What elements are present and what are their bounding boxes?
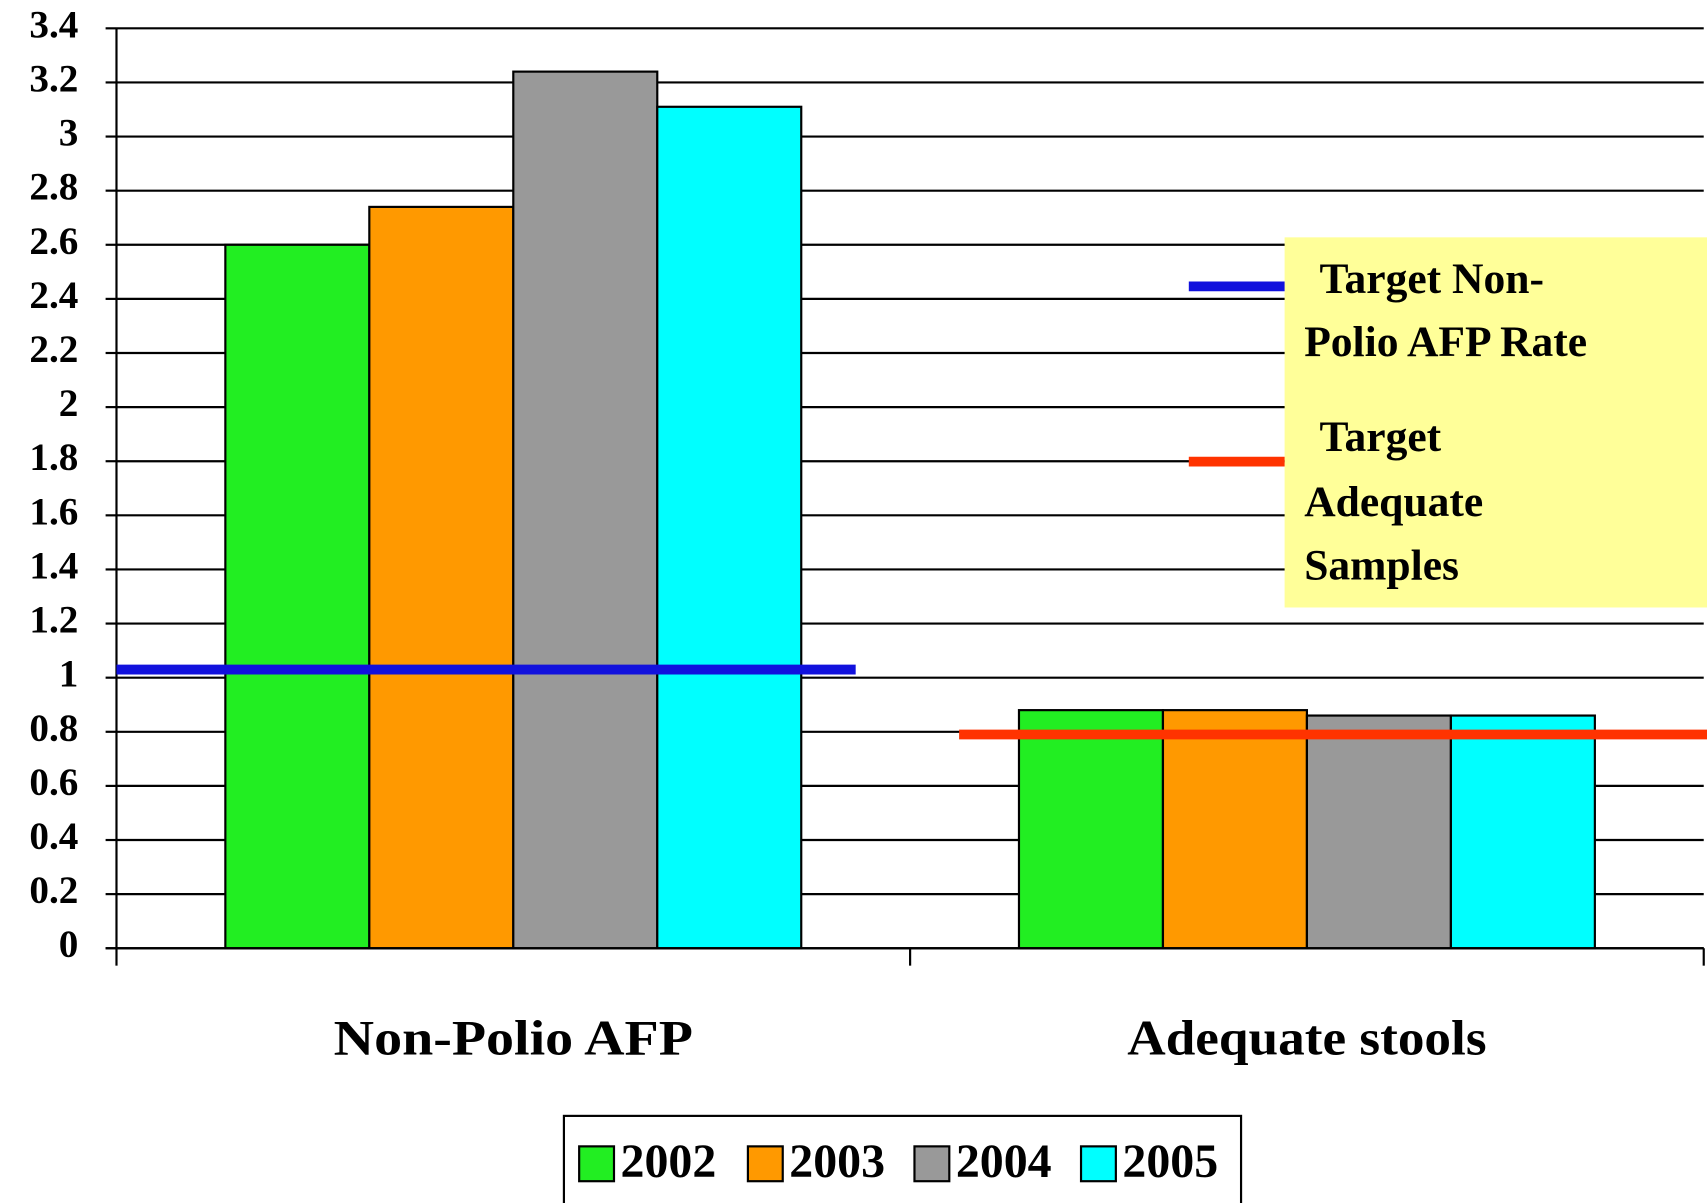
y-tick-label: 2.4: [29, 274, 78, 317]
bar: [656, 105, 803, 950]
annotation-box: [1284, 237, 1707, 608]
legend-swatch: [1079, 1145, 1117, 1183]
y-tick-label: 1.6: [29, 490, 78, 533]
legend-box: [562, 1114, 1243, 1203]
bar: [368, 205, 515, 950]
annotation-text: Adequate: [1304, 478, 1483, 526]
y-tick-label: 1.4: [29, 544, 78, 587]
y-tick-label: 2.6: [29, 220, 78, 263]
bar: [1449, 714, 1596, 950]
bar: [1017, 709, 1165, 950]
y-tick-label: 0.8: [29, 707, 78, 750]
y-tick-label: 0.4: [29, 815, 78, 858]
y-tick-label: 0.6: [29, 761, 78, 804]
bar: [1305, 714, 1452, 950]
legend-label: 2003: [789, 1135, 885, 1188]
bar: [512, 70, 659, 950]
bar: [1161, 709, 1309, 950]
y-tick-label: 3.2: [29, 57, 78, 100]
annotation-text: Polio AFP Rate: [1304, 318, 1587, 366]
y-tick-label: 0.2: [29, 869, 78, 912]
bar: [224, 243, 371, 950]
legend-swatch: [746, 1145, 784, 1183]
y-tick-label: 1: [59, 653, 79, 696]
y-tick-label: 2.8: [29, 166, 78, 209]
y-tick-label: 0: [59, 923, 79, 966]
legend-swatch: [913, 1145, 951, 1183]
y-tick-label: 1.2: [29, 599, 78, 642]
annotation-text: Samples: [1304, 541, 1459, 589]
y-tick-label: 2: [59, 382, 79, 425]
x-tick-label: Adequate stools: [1127, 1009, 1486, 1065]
legend-label: 2005: [1122, 1135, 1218, 1188]
y-tick-label: 3.4: [29, 3, 78, 46]
y-tick-label: 3: [59, 112, 79, 155]
annotation-text: Target: [1319, 413, 1441, 461]
y-tick-label: 2.2: [29, 328, 78, 371]
legend-label: 2004: [956, 1135, 1052, 1188]
legend-label: 2002: [621, 1135, 717, 1188]
y-tick-label: 1.8: [29, 436, 78, 479]
x-tick-label: Non-Polio AFP: [334, 1009, 693, 1065]
annotation-text: Target Non-: [1319, 255, 1544, 303]
legend-swatch: [578, 1145, 616, 1183]
